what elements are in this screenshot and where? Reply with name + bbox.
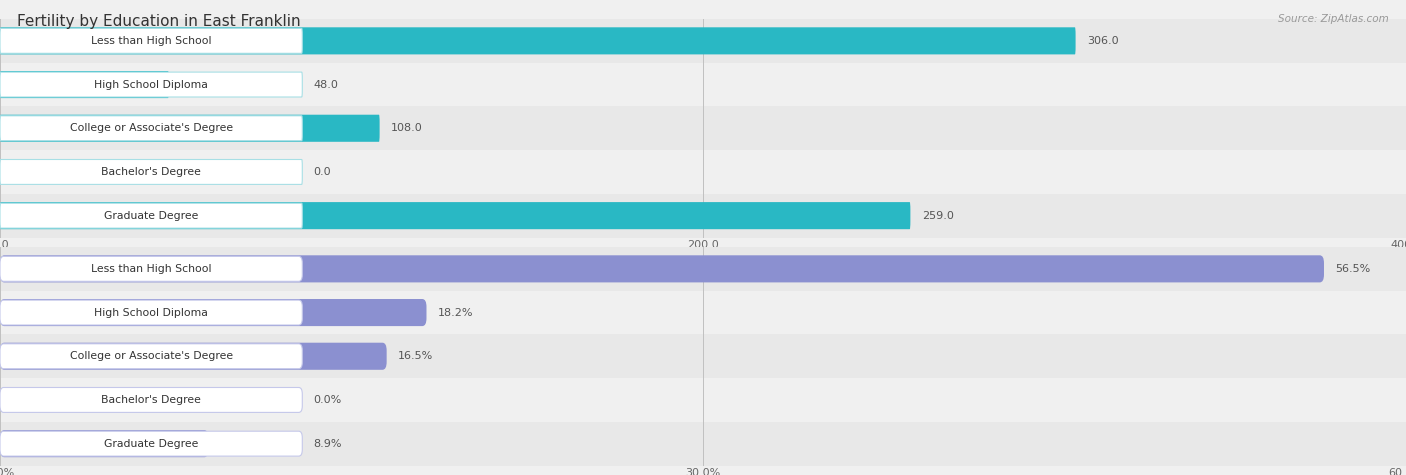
Text: 48.0: 48.0	[314, 79, 339, 90]
Text: 18.2%: 18.2%	[437, 307, 474, 318]
FancyBboxPatch shape	[0, 72, 302, 97]
FancyBboxPatch shape	[0, 431, 302, 456]
Bar	[0, 334, 1406, 378]
Bar	[0, 19, 1406, 63]
Bar	[0, 422, 1406, 466]
Text: 8.9%: 8.9%	[314, 438, 342, 449]
Text: Fertility by Education in East Franklin: Fertility by Education in East Franklin	[17, 14, 301, 29]
Text: Less than High School: Less than High School	[91, 264, 211, 274]
Text: High School Diploma: High School Diploma	[94, 307, 208, 318]
Bar	[0, 378, 1406, 422]
FancyBboxPatch shape	[0, 344, 302, 369]
Text: College or Associate's Degree: College or Associate's Degree	[69, 351, 233, 361]
FancyBboxPatch shape	[0, 342, 387, 370]
FancyBboxPatch shape	[0, 299, 426, 326]
Text: 56.5%: 56.5%	[1336, 264, 1371, 274]
FancyBboxPatch shape	[0, 256, 302, 281]
Bar	[0, 106, 1406, 150]
Text: 306.0: 306.0	[1087, 36, 1118, 46]
Text: Source: ZipAtlas.com: Source: ZipAtlas.com	[1278, 14, 1389, 24]
Text: College or Associate's Degree: College or Associate's Degree	[69, 123, 233, 133]
FancyBboxPatch shape	[0, 71, 169, 98]
Text: Less than High School: Less than High School	[91, 36, 211, 46]
FancyBboxPatch shape	[0, 114, 380, 142]
FancyBboxPatch shape	[0, 203, 302, 228]
FancyBboxPatch shape	[0, 28, 302, 53]
Text: 108.0: 108.0	[391, 123, 423, 133]
Text: 16.5%: 16.5%	[398, 351, 433, 361]
FancyBboxPatch shape	[0, 116, 302, 141]
Text: 0.0: 0.0	[314, 167, 332, 177]
FancyBboxPatch shape	[0, 27, 1076, 55]
FancyBboxPatch shape	[0, 300, 302, 325]
FancyBboxPatch shape	[0, 255, 1324, 283]
Text: Graduate Degree: Graduate Degree	[104, 438, 198, 449]
Text: 259.0: 259.0	[922, 210, 953, 221]
FancyBboxPatch shape	[0, 430, 208, 457]
Text: Bachelor's Degree: Bachelor's Degree	[101, 395, 201, 405]
FancyBboxPatch shape	[0, 388, 302, 412]
Text: High School Diploma: High School Diploma	[94, 79, 208, 90]
Bar	[0, 291, 1406, 334]
Bar	[0, 63, 1406, 106]
Text: Bachelor's Degree: Bachelor's Degree	[101, 167, 201, 177]
Bar	[0, 247, 1406, 291]
Bar	[0, 150, 1406, 194]
Text: 0.0%: 0.0%	[314, 395, 342, 405]
Bar	[0, 194, 1406, 238]
FancyBboxPatch shape	[0, 202, 911, 229]
FancyBboxPatch shape	[0, 160, 302, 184]
Text: Graduate Degree: Graduate Degree	[104, 210, 198, 221]
